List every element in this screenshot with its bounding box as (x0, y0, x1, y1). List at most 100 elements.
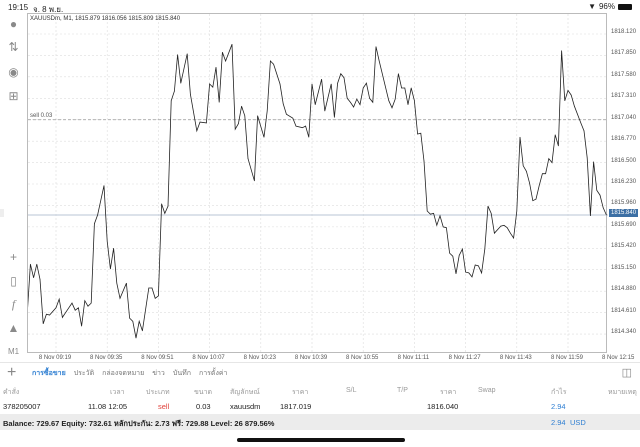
col-tp: T/P (397, 387, 408, 394)
layout-toggle-icon[interactable]: ◫ (621, 367, 632, 379)
account-icon[interactable]: ● (9, 16, 18, 31)
price-point (369, 97, 370, 99)
col-time: เวลา (110, 389, 125, 396)
price-point (170, 100, 172, 101)
price-point (433, 213, 434, 214)
price-point (55, 307, 57, 309)
price-point (180, 82, 182, 84)
order-open-price: 1817.019 (280, 402, 312, 411)
y-tick-label: 1817.310 (611, 93, 637, 100)
price-point (391, 107, 393, 109)
battery-icon (618, 3, 632, 10)
price-point (343, 77, 345, 78)
tab-mailbox[interactable]: กล่องจดหมาย (102, 370, 145, 377)
price-point (442, 226, 444, 228)
price-chart[interactable]: XAUUSDm, M1, 1815.879 1816.056 1815.809 … (27, 13, 608, 354)
order-price: 1816.040 (427, 402, 459, 411)
price-point (494, 232, 495, 234)
price-point (542, 173, 543, 174)
price-point (593, 161, 594, 163)
price-point (468, 272, 470, 274)
price-point (247, 158, 249, 159)
price-point (161, 203, 162, 205)
price-point (362, 87, 364, 89)
price-point (30, 263, 31, 265)
chat-icon[interactable]: ◉ (8, 64, 19, 79)
price-point (583, 130, 585, 132)
price-point (404, 87, 406, 89)
y-tick-label: 1815.420 (611, 243, 637, 250)
price-point (359, 104, 361, 105)
price-point (279, 83, 281, 85)
order-time: 11.08 12:05 (88, 402, 128, 411)
balance-row: Balance: 729.67 Equity: 732.61 หลักประกั… (0, 414, 640, 430)
price-point (398, 73, 399, 74)
price-point (462, 248, 463, 250)
indicators-icon[interactable]: f (11, 297, 16, 311)
candlestick-icon[interactable]: ▯ (10, 273, 17, 288)
tab-trade[interactable]: การซื้อขาย (32, 370, 66, 377)
x-tick-label: 8 Nov 10:07 (192, 355, 225, 361)
timeframe-button[interactable]: M1 (7, 347, 20, 356)
tab-history[interactable]: ประวัติ (73, 370, 95, 377)
price-point (567, 90, 569, 91)
price-point (532, 200, 534, 201)
price-point (199, 121, 201, 123)
price-point (94, 223, 95, 224)
trade-arrows-icon[interactable]: ⇅ (8, 39, 19, 54)
price-point (295, 125, 297, 127)
y-tick-label: 1814.340 (611, 329, 637, 336)
price-point (164, 213, 166, 214)
price-point (42, 323, 44, 325)
price-point (337, 82, 338, 84)
price-point (119, 298, 121, 299)
order-type: sell (158, 402, 170, 411)
price-point (487, 205, 489, 207)
x-tick-label: 8 Nov 09:19 (38, 355, 72, 361)
price-point (206, 122, 207, 124)
bottom-toolbar: + การซื้อขาย ประวัติ กล่องจดหมาย ข่าว บั… (0, 362, 640, 382)
wifi-icon: ▼ (588, 2, 596, 11)
price-point (135, 337, 137, 339)
price-point (353, 106, 354, 108)
price-point (148, 287, 150, 289)
tab-settings[interactable]: การตั้งค่า (198, 370, 228, 377)
price-point (570, 94, 572, 96)
add-icon[interactable]: + (7, 364, 17, 381)
price-point (372, 101, 374, 103)
price-point (209, 83, 210, 85)
clock: 19:15 (8, 3, 29, 12)
price-point (529, 182, 530, 184)
x-tick-label: 8 Nov 11:11 (397, 355, 430, 361)
price-point (254, 180, 255, 182)
price-point (414, 100, 415, 101)
col-symbol: สัญลักษณ์ (230, 389, 260, 396)
objects-icon[interactable]: ▲ (7, 320, 20, 335)
col-size: ขนาด (194, 389, 213, 396)
price-point (602, 207, 604, 209)
order-line-label[interactable]: sell 0.03 (30, 112, 53, 119)
battery-percent: 96% (598, 2, 615, 11)
price-point (68, 307, 70, 309)
tab-news[interactable]: ข่าว (152, 370, 165, 377)
y-tick-label: 1817.040 (611, 114, 637, 121)
price-point (378, 60, 380, 62)
price-point (273, 63, 274, 65)
panel-handle[interactable] (0, 209, 4, 217)
price-point (558, 145, 559, 147)
price-point (330, 83, 332, 85)
table-row[interactable]: 378205007 11.08 12:05 sell 0.03 xauusdm … (0, 398, 640, 413)
price-point (311, 83, 313, 85)
new-document-icon[interactable]: ⊞ (8, 88, 19, 103)
status-bar: 19:15 จ. 8 พ.ย. ▼ 96% (0, 0, 640, 14)
price-point (401, 87, 402, 89)
price-point (596, 190, 598, 191)
y-tick-label: 1818.120 (611, 29, 637, 35)
price-point (606, 214, 607, 216)
order-ticket: 378205007 (3, 402, 41, 411)
price-point (263, 136, 265, 138)
col-price: ราคา (440, 389, 457, 396)
date: จ. 8 พ.ย. (33, 5, 64, 14)
tab-journal[interactable]: บันทึก (172, 370, 191, 377)
crosshair-icon[interactable]: + (9, 249, 17, 264)
